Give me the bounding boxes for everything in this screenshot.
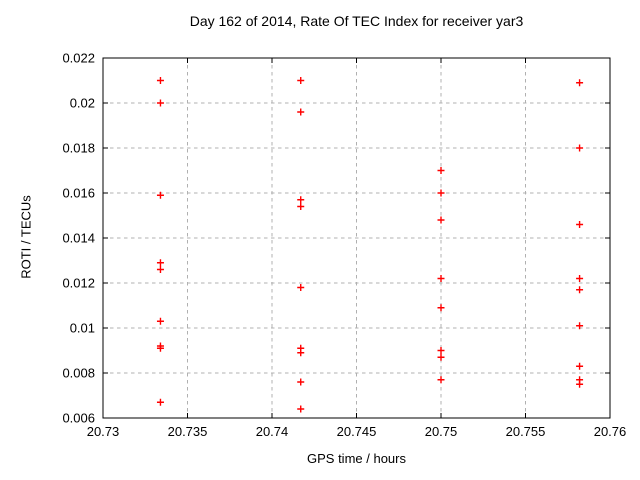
data-point-marker [576,322,584,330]
data-point-marker [576,221,584,228]
data-point-marker [576,144,584,152]
data-point-marker [297,77,305,84]
y-tick-label: 0.01 [70,321,95,336]
x-axis-label: GPS time / hours [307,451,406,466]
x-tick-label: 20.745 [337,424,377,439]
data-point-marker [297,405,305,413]
y-tick-label: 0.012 [62,276,95,291]
x-tick-label: 20.75 [425,424,458,439]
y-tick-label: 0.008 [62,366,95,381]
data-point-marker [156,317,164,325]
data-point-marker [576,286,584,294]
plot-border [102,57,611,419]
y-tick-label: 0.014 [62,231,95,246]
data-point-marker [437,304,445,312]
data-point-marker [576,79,584,87]
x-tick-label: 20.755 [506,424,546,439]
data-point-marker [437,347,445,354]
data-point-marker [576,275,584,282]
data-point-marker [156,398,164,406]
y-tick-label: 0.016 [62,186,95,201]
y-tick-label: 0.02 [70,96,95,111]
data-point-marker [156,77,164,84]
data-point-marker [156,259,164,267]
data-point-marker [156,344,164,352]
x-tick-label: 20.73 [87,424,120,439]
data-point-marker [156,191,164,199]
y-tick-label: 0.022 [62,51,95,66]
x-tick-label: 20.735 [168,424,208,439]
data-point-marker [437,275,445,282]
data-point-marker [297,108,305,116]
data-point-marker [576,380,584,388]
y-tick-label: 0.006 [62,411,95,426]
data-point-marker [437,353,445,361]
data-point-marker [156,99,164,107]
data-point-marker [297,203,305,210]
data-point-marker [437,216,445,224]
x-tick-label: 20.74 [256,424,289,439]
data-point-marker [297,349,305,357]
data-point-marker [437,376,445,384]
x-tick-label: 20.76 [594,424,627,439]
y-tick-label: 0.018 [62,141,95,156]
data-point-marker [297,378,305,386]
data-point-marker [156,266,164,273]
data-point-marker [297,284,305,291]
data-point-marker [437,189,445,197]
data-point-marker [576,362,584,370]
chart-title: Day 162 of 2014, Rate Of TEC Index for r… [189,13,524,29]
data-point-marker [297,196,305,204]
data-point-marker [437,167,445,174]
